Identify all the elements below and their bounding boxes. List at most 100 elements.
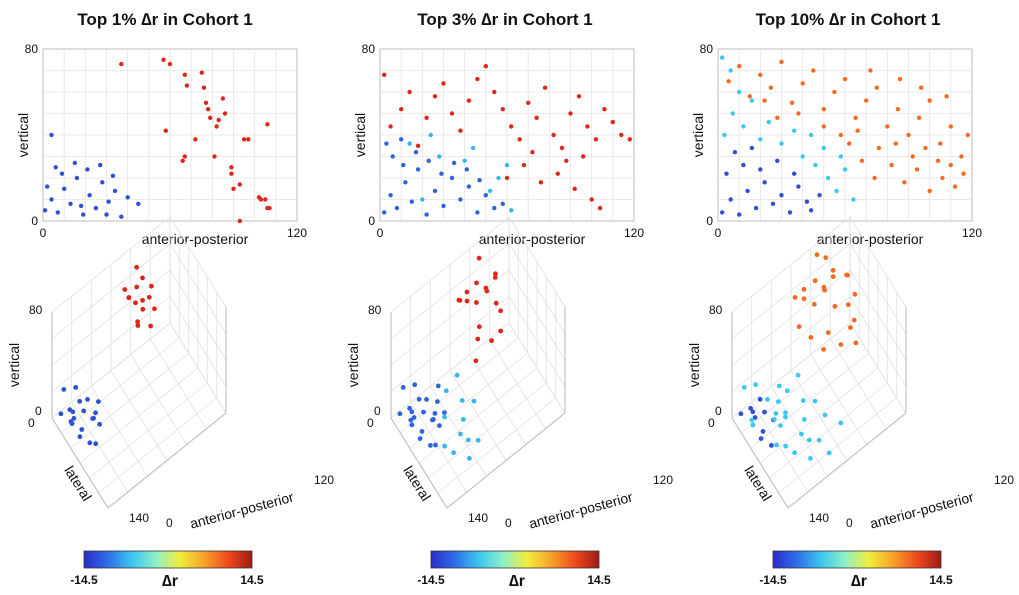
data-point xyxy=(572,186,577,191)
data-point xyxy=(45,184,50,189)
data-point xyxy=(801,296,807,302)
data-point xyxy=(79,427,85,432)
data-point xyxy=(768,85,774,90)
data-point xyxy=(752,415,758,420)
data-point xyxy=(602,107,607,112)
data-point xyxy=(460,417,466,422)
data-point xyxy=(467,456,472,461)
data-point xyxy=(844,272,849,278)
series-2 xyxy=(741,372,844,461)
grid-line xyxy=(61,337,180,434)
data-point xyxy=(87,440,93,446)
data-point xyxy=(855,128,860,133)
grid-line xyxy=(390,296,510,392)
data-point xyxy=(416,396,422,402)
data-point xyxy=(409,409,415,415)
data-point xyxy=(258,197,264,202)
data-point xyxy=(914,167,920,172)
data-point xyxy=(475,210,480,215)
data-point xyxy=(433,442,438,448)
data-point xyxy=(152,306,157,312)
data-point xyxy=(424,212,429,217)
grid-line xyxy=(400,337,519,434)
x-tick-label: 0 xyxy=(846,516,853,530)
y-axis-label: vertical xyxy=(352,113,368,157)
grid-line xyxy=(390,322,510,419)
data-point xyxy=(808,335,814,340)
data-point xyxy=(737,212,742,217)
y-tick-label: 0 xyxy=(367,416,374,430)
data-point xyxy=(180,158,185,163)
data-point xyxy=(140,297,146,303)
data-point xyxy=(409,422,415,428)
data-point xyxy=(49,197,54,202)
data-point xyxy=(825,330,831,335)
y-axis-label: vertical xyxy=(690,113,706,157)
data-point xyxy=(749,417,755,423)
data-point xyxy=(77,398,83,404)
data-point xyxy=(821,145,826,151)
data-point xyxy=(741,124,746,129)
data-point xyxy=(401,162,406,168)
grid-line xyxy=(508,296,566,387)
data-point xyxy=(832,303,838,309)
panel-2d-3: Top 10% ∆r in Cohort 1 0 120 0 80 anterior-po… xyxy=(690,10,982,247)
data-point xyxy=(769,443,774,448)
data-point xyxy=(868,68,873,73)
grid-line xyxy=(169,296,227,387)
data-point xyxy=(800,154,805,159)
y-tick-label: 0 xyxy=(708,416,715,430)
data-point xyxy=(420,197,425,202)
data-point xyxy=(720,210,725,215)
y-tick-label: 140 xyxy=(809,511,829,525)
data-point xyxy=(471,398,477,404)
data-point xyxy=(135,319,141,325)
colorbar-max-label: 14.5 xyxy=(587,573,611,587)
data-point xyxy=(441,203,446,209)
data-point xyxy=(927,98,932,103)
data-point xyxy=(902,180,907,185)
data-point xyxy=(246,137,251,142)
data-point xyxy=(800,398,806,403)
data-point xyxy=(81,212,86,217)
data-point xyxy=(399,137,404,142)
data-point xyxy=(778,423,783,428)
data-point xyxy=(498,328,504,334)
data-point xyxy=(773,411,779,416)
y-tick-label: 80 xyxy=(25,42,39,56)
data-point xyxy=(140,275,145,281)
grid-line xyxy=(79,367,199,464)
data-point xyxy=(407,141,412,146)
data-point xyxy=(585,124,590,129)
data-point xyxy=(413,150,419,155)
data-point xyxy=(597,205,603,211)
data-point xyxy=(792,295,798,300)
grid-line xyxy=(418,367,538,464)
data-point xyxy=(432,411,438,416)
data-point xyxy=(397,411,403,417)
data-point xyxy=(800,81,805,86)
data-point xyxy=(732,150,738,155)
data-point xyxy=(407,405,412,411)
data-point xyxy=(122,287,128,292)
data-point xyxy=(59,171,65,176)
x-tick-label: 120 xyxy=(962,226,982,240)
series-1 xyxy=(58,385,102,447)
data-point xyxy=(466,98,472,103)
data-point xyxy=(442,410,447,415)
axis-edge xyxy=(787,412,907,509)
grid-line xyxy=(508,243,566,334)
series-3 xyxy=(726,59,970,194)
data-point xyxy=(889,162,894,168)
data-point xyxy=(589,197,594,202)
data-point xyxy=(203,100,209,106)
data-point xyxy=(940,175,945,181)
grid-line xyxy=(390,269,510,366)
data-point xyxy=(737,63,742,69)
data-point xyxy=(838,342,844,347)
data-point xyxy=(483,63,488,69)
y-axis-label: lateral xyxy=(741,463,775,504)
grid-line xyxy=(731,243,851,339)
grid-line xyxy=(390,243,510,339)
